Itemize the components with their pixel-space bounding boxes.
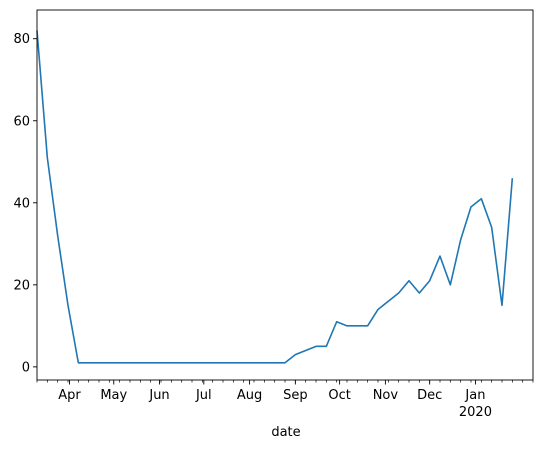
- x-tick-label: Jan: [464, 388, 485, 403]
- x-tick-label: Aug: [237, 388, 262, 403]
- y-tick-label: 20: [13, 278, 30, 293]
- x-axis-label: date: [271, 425, 300, 440]
- y-tick-label: 0: [22, 360, 30, 375]
- x-tick-label: Apr: [58, 388, 81, 403]
- x-tick-label: Oct: [328, 388, 350, 403]
- x-axis: Apr May Jun Jul Aug Sep Oct Nov Dec Jan 2020: [36, 380, 534, 420]
- y-axis: 0 20 40 60 80: [13, 32, 37, 375]
- series-line: [36, 30, 514, 364]
- plot-area: [36, 30, 514, 364]
- x-tick-label: Sep: [283, 388, 308, 403]
- y-tick-label: 40: [13, 196, 30, 211]
- axes-frame: [36, 9, 534, 381]
- x-tick-year-label: 2020: [459, 405, 492, 420]
- axes-border: [36, 9, 534, 381]
- x-tick-label: Jul: [195, 388, 212, 403]
- y-tick-label: 60: [13, 114, 30, 129]
- x-tick-label: May: [100, 388, 127, 403]
- x-tick-label: Nov: [373, 388, 399, 403]
- x-tick-label: Dec: [417, 388, 442, 403]
- x-tick-label: Jun: [148, 388, 169, 403]
- y-tick-label: 80: [13, 32, 30, 47]
